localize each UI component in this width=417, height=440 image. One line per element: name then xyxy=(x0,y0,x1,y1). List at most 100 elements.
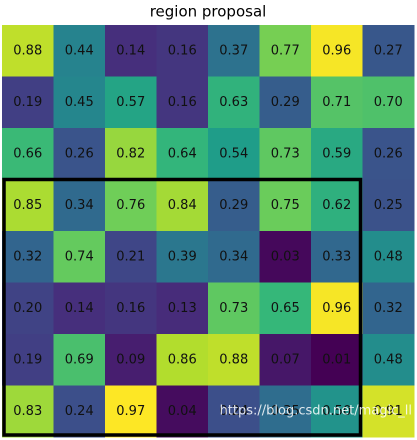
heat-cell xyxy=(2,282,54,335)
heat-cell xyxy=(53,76,106,129)
cell-label: 0.13 xyxy=(168,301,197,316)
heat-cell xyxy=(259,231,312,283)
heat-cell xyxy=(156,231,209,283)
cell-label: 0.19 xyxy=(13,95,42,110)
heat-cell xyxy=(2,128,54,180)
cell-label: 0.16 xyxy=(168,43,197,58)
heat-cell xyxy=(362,25,415,77)
heat-cell xyxy=(53,179,106,232)
cell-label: 0.48 xyxy=(374,352,403,367)
heat-cell xyxy=(2,385,54,438)
heat-cell xyxy=(259,334,312,386)
cell-label: 0.44 xyxy=(65,43,94,58)
heat-cell xyxy=(53,25,106,77)
cell-label: 0.71 xyxy=(322,95,351,110)
cell-label: 0.88 xyxy=(219,352,248,367)
heat-cell xyxy=(362,385,415,438)
heat-cell xyxy=(311,385,363,438)
cell-label: 0.21 xyxy=(116,249,145,264)
cell-label: 0.45 xyxy=(65,95,94,110)
heat-cell xyxy=(2,179,54,232)
cell-label: 0.77 xyxy=(271,43,300,58)
heat-cell xyxy=(105,128,157,180)
heat-cell xyxy=(2,25,54,77)
cell-label: 0.65 xyxy=(271,301,300,316)
heat-cell xyxy=(53,334,106,386)
heat-cell xyxy=(362,76,415,129)
chart-title: region proposal xyxy=(150,3,267,21)
cell-label: 0.29 xyxy=(271,95,300,110)
heat-cell xyxy=(362,282,415,335)
heat-cell xyxy=(362,231,415,283)
heat-cell xyxy=(156,25,209,77)
heat-cell xyxy=(208,231,260,283)
cell-label: 0.96 xyxy=(322,301,351,316)
cell-label: 0.25 xyxy=(374,198,403,213)
cell-label: 0.85 xyxy=(13,198,42,213)
heat-cell xyxy=(259,25,312,77)
heat-cell xyxy=(105,179,157,232)
heat-cell xyxy=(105,25,157,77)
heat-cell xyxy=(156,179,209,232)
heat-cell xyxy=(105,334,157,386)
heat-cell xyxy=(208,76,260,129)
cell-label: 0.64 xyxy=(168,146,197,161)
cell-label: 0.82 xyxy=(116,146,145,161)
cell-label: 0.37 xyxy=(219,43,248,58)
heat-cell xyxy=(156,334,209,386)
heat-cell xyxy=(105,282,157,335)
heat-cell xyxy=(208,385,260,438)
heat-cell xyxy=(53,128,106,180)
cell-label: 0.19 xyxy=(13,352,42,367)
heat-cell xyxy=(311,334,363,386)
cell-label: 0.32 xyxy=(374,301,403,316)
cell-label: 0.26 xyxy=(65,146,94,161)
cell-label: 0.26 xyxy=(374,146,403,161)
cell-label: 0.88 xyxy=(13,43,42,58)
cell-label: 0.75 xyxy=(271,198,300,213)
cell-label: 0.16 xyxy=(168,95,197,110)
cell-label: 0.07 xyxy=(271,352,300,367)
cell-label: 0.35 xyxy=(271,404,300,419)
cell-label: 0.29 xyxy=(219,198,248,213)
heat-cell xyxy=(53,282,106,335)
heat-cell xyxy=(208,25,260,77)
heat-cell xyxy=(53,231,106,283)
heat-cell xyxy=(53,385,106,438)
cell-label: 0.03 xyxy=(271,249,300,264)
cell-label: 0.96 xyxy=(322,43,351,58)
cell-label: 0.48 xyxy=(374,249,403,264)
cell-label: 0.59 xyxy=(322,146,351,161)
heat-cell xyxy=(259,76,312,129)
cell-label: 0.20 xyxy=(13,301,42,316)
heat-cell xyxy=(105,76,157,129)
cell-label: 0.33 xyxy=(322,249,351,264)
cell-label: 0.54 xyxy=(219,146,248,161)
heat-cell xyxy=(156,128,209,180)
cell-label: 0.34 xyxy=(219,249,248,264)
heat-cell xyxy=(2,231,54,283)
heat-cell xyxy=(311,179,363,232)
heat-cell xyxy=(311,25,363,77)
heat-cell xyxy=(208,282,260,335)
cell-label: 0.66 xyxy=(13,146,42,161)
cell-label: 0.16 xyxy=(116,301,145,316)
watermark: https://blog.csdn.net/magic_ll xyxy=(220,404,412,419)
cell-label: 0.09 xyxy=(116,352,145,367)
cell-label: 0.70 xyxy=(374,95,403,110)
cell-label: 0.32 xyxy=(13,249,42,264)
cell-label: 0.73 xyxy=(219,301,248,316)
heat-cell xyxy=(105,231,157,283)
heat-cell xyxy=(259,179,312,232)
heat-cell xyxy=(311,128,363,180)
highlight-box xyxy=(2,177,363,437)
cell-label: 0.97 xyxy=(116,404,145,419)
cell-label: 0.83 xyxy=(13,404,42,419)
cell-label: 0.27 xyxy=(374,43,403,58)
heat-cell xyxy=(311,231,363,283)
cell-label: 0.24 xyxy=(65,404,94,419)
heat-cell xyxy=(311,76,363,129)
cell-label: 0.63 xyxy=(219,95,248,110)
heat-cell xyxy=(156,385,209,438)
cell-label: 0.62 xyxy=(322,198,351,213)
